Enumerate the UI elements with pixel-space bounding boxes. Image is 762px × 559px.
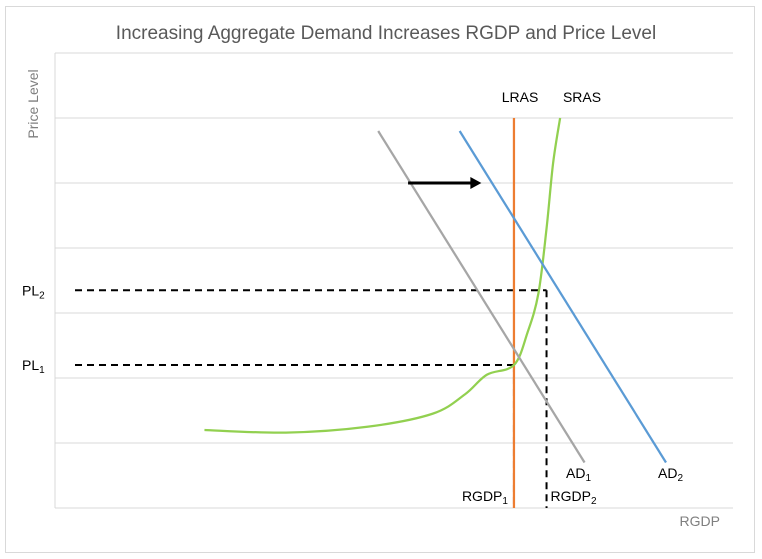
shift-arrow-head xyxy=(470,177,482,189)
rgdp1-label: RGDP1 xyxy=(462,488,508,507)
sras-label: SRAS xyxy=(563,89,601,105)
rgdp2-label: RGDP2 xyxy=(551,488,597,507)
curves xyxy=(204,117,667,508)
ad1-label: AD1 xyxy=(566,465,591,484)
curve-labels: LRAS SRAS AD1 AD2 PL2 PL1 RGDP1 RGDP2 xyxy=(22,89,683,507)
x-axis-title: RGDP xyxy=(680,513,720,529)
lras-label: LRAS xyxy=(502,89,539,105)
series-sras-line xyxy=(204,117,562,434)
series-ad2-line xyxy=(458,130,667,464)
pl2-label: PL2 xyxy=(22,282,45,301)
series-ad1-line xyxy=(377,130,586,464)
ad2-label: AD2 xyxy=(658,465,683,484)
chart-frame xyxy=(5,6,755,553)
pl1-label: PL1 xyxy=(22,357,45,376)
chart-title: Increasing Aggregate Demand Increases RG… xyxy=(116,23,656,44)
gridlines xyxy=(54,52,733,509)
y-axis-title: Price Level xyxy=(25,69,41,138)
guide-lines xyxy=(75,289,548,508)
